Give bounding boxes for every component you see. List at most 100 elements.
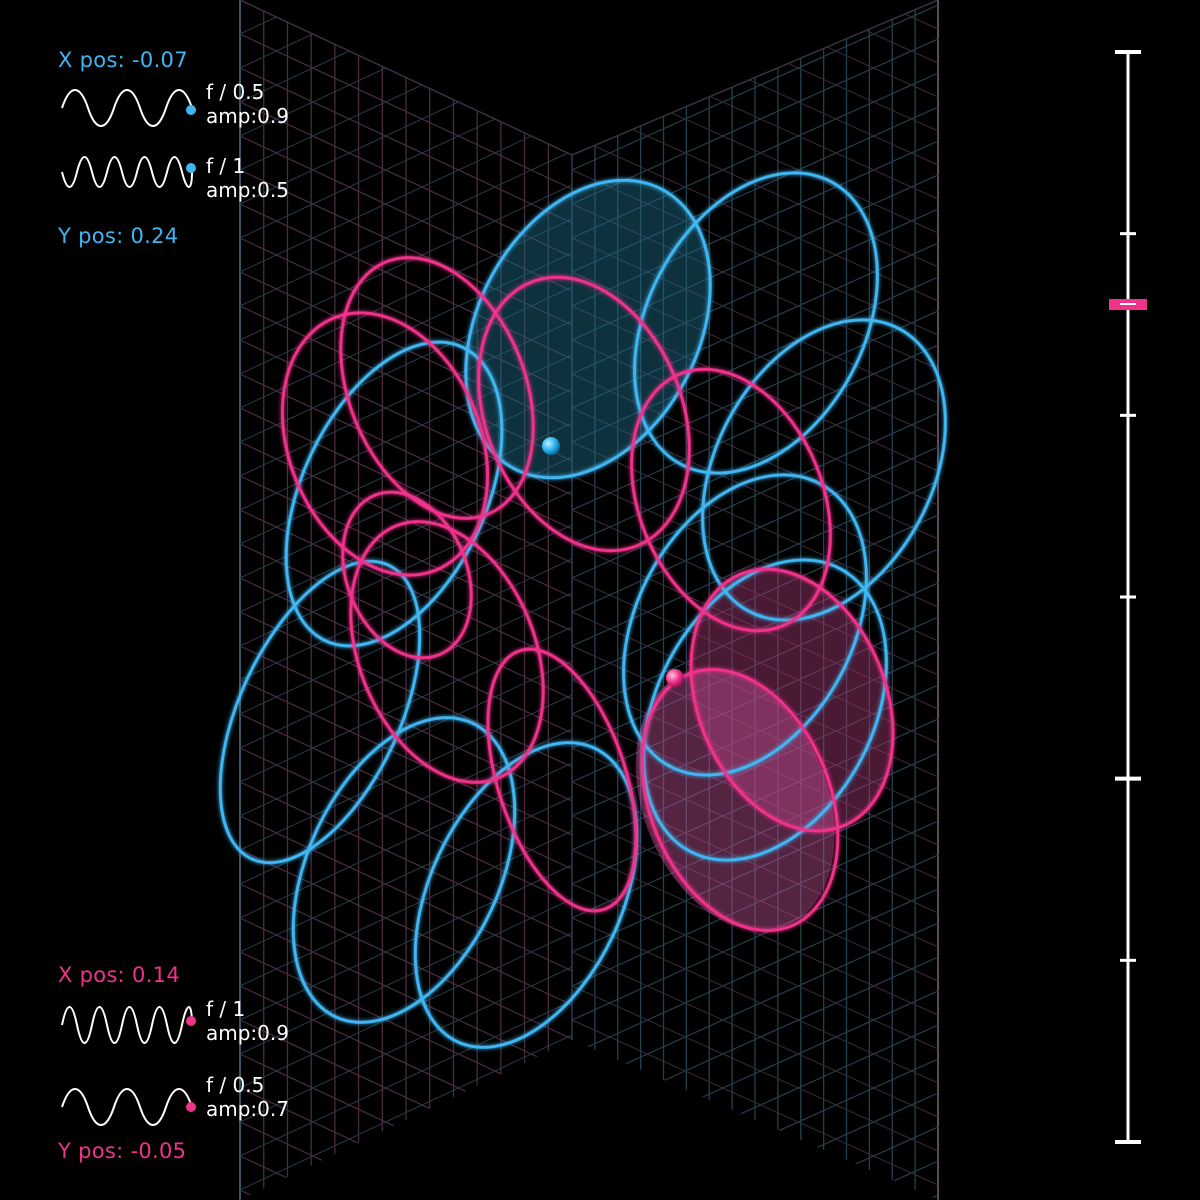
sine-wave-endpoint-dot-icon[interactable] [186, 163, 196, 173]
orbit-ball-icon[interactable] [666, 669, 684, 687]
sine-wave-icon [61, 1088, 196, 1126]
grid-line [239, 169, 573, 326]
blue-y-pos-label: Y pos: 0.24 [58, 224, 179, 248]
grid-line [239, 286, 573, 443]
grid-line [571, 854, 939, 1021]
grid-line [571, 72, 939, 239]
grid-line [571, 786, 939, 953]
timeline-slider[interactable] [1109, 50, 1147, 1144]
grid-line [239, 679, 573, 836]
blue-wave-1-freq: f / 0.5 [206, 80, 265, 104]
pink-wave-row-2: f / 0.5 amp:0.7 [58, 1073, 318, 1129]
grid-line [239, 509, 573, 666]
grid-line [239, 645, 573, 802]
grid-line [571, 1019, 939, 1186]
grid-line [571, 373, 939, 540]
grid-line [239, 441, 573, 598]
grid-mask [572, 1040, 938, 1200]
blue-orbit-ellipse [633, 171, 879, 475]
grid-line [239, 388, 573, 545]
blue-active-orbit-fill [465, 180, 711, 478]
blue-orbit-ellipse [464, 178, 712, 480]
blue-wave-2-amp: amp:0.5 [206, 178, 289, 202]
blue-x-pos-label: X pos: -0.07 [58, 48, 188, 72]
blue-wave-row-1: f / 0.5 amp:0.9 [58, 80, 318, 136]
orbit-ball-icon[interactable] [542, 437, 560, 455]
blue-orbit-ellipse [413, 741, 639, 1049]
grid-line [571, 951, 939, 1118]
blue-wave-2-freq: f / 1 [206, 154, 246, 178]
grid-line [239, 796, 573, 953]
grid-line [239, 475, 573, 632]
grid-line [571, 815, 939, 982]
grid-line [797, 0, 939, 64]
grid-line [239, 101, 573, 258]
pink-wave-2-amp: amp:0.7 [206, 1097, 289, 1121]
grid-line [571, 883, 939, 1050]
pink-wave-1-amp: amp:0.9 [206, 1021, 289, 1045]
pink-orbit-ellipse [630, 367, 832, 633]
sine-wave-endpoint-dot-icon[interactable] [186, 1102, 196, 1112]
grid-line [571, 106, 939, 273]
grid-line [571, 577, 939, 744]
grid-line [239, 815, 573, 972]
grid-line [571, 611, 939, 778]
grid-edge [239, 0, 939, 156]
grid-line [239, 1000, 573, 1157]
grid-line [571, 543, 939, 710]
grid-line [571, 4, 939, 171]
grid-line [571, 718, 939, 885]
grid-line [239, 849, 573, 1006]
sine-wave-icon [61, 89, 196, 127]
grid-line [571, 616, 939, 783]
pink-orbit-ellipse [640, 667, 840, 933]
grid-line [239, 694, 573, 851]
grid-line [571, 888, 939, 1055]
orbit-ellipses [218, 171, 947, 1049]
blue-orbit-ellipse [284, 340, 504, 648]
pink-x-pos-label: X pos: 0.14 [58, 963, 180, 987]
grid-line [239, 354, 573, 511]
grid-line [239, 781, 573, 938]
pink-oscillator-panel: X pos: 0.14 f / 1 amp:0.9 f / 0.5 amp:0.… [58, 963, 318, 1163]
grid-line [571, 922, 939, 1089]
grid-line [571, 140, 939, 307]
grid-line [239, 592, 573, 749]
grid-line [239, 543, 573, 700]
pink-orbit-ellipse [280, 311, 490, 577]
grid-line [571, 169, 939, 336]
sine-wave-icon [61, 156, 196, 188]
pink-wave-row-1: f / 1 amp:0.9 [58, 997, 318, 1053]
grid-line [239, 524, 573, 681]
pink-orbit-ellipse [486, 647, 638, 913]
blue-wave-row-2: f / 1 amp:0.5 [58, 154, 318, 210]
blue-oscillator-panel: X pos: -0.07 f / 0.5 amp:0.9 f / 1 amp:0… [58, 48, 318, 248]
pink-orbit-ellipse [339, 256, 535, 520]
blue-orbit-ellipse [291, 716, 517, 1024]
grid-line [571, 203, 939, 370]
grid-line [571, 514, 939, 681]
sine-wave-endpoint-dot-icon[interactable] [186, 105, 196, 115]
grid-line [571, 305, 939, 472]
grid-line [239, 490, 573, 647]
grid-line [239, 237, 573, 394]
pink-active-orbit-fill [691, 569, 893, 831]
blue-orbit-ellipse [642, 558, 888, 862]
grid-line [239, 67, 573, 224]
grid-line [239, 0, 387, 69]
grid-line [571, 820, 939, 987]
sine-wave-icon [61, 1006, 196, 1044]
grid-line [239, 373, 573, 530]
grid-line [239, 135, 573, 292]
pink-orbit-ellipse [689, 567, 895, 833]
grid-line [239, 1034, 573, 1191]
grid-mask [240, 1040, 572, 1200]
grid-line [239, 713, 573, 870]
grid-line [239, 456, 573, 613]
grid-line [239, 898, 573, 1055]
grid-line [239, 116, 573, 273]
grid-line [571, 509, 939, 676]
grid-line [571, 917, 939, 1084]
blue-wave-1-amp: amp:0.9 [206, 104, 289, 128]
sine-wave-endpoint-dot-icon[interactable] [186, 1016, 196, 1026]
